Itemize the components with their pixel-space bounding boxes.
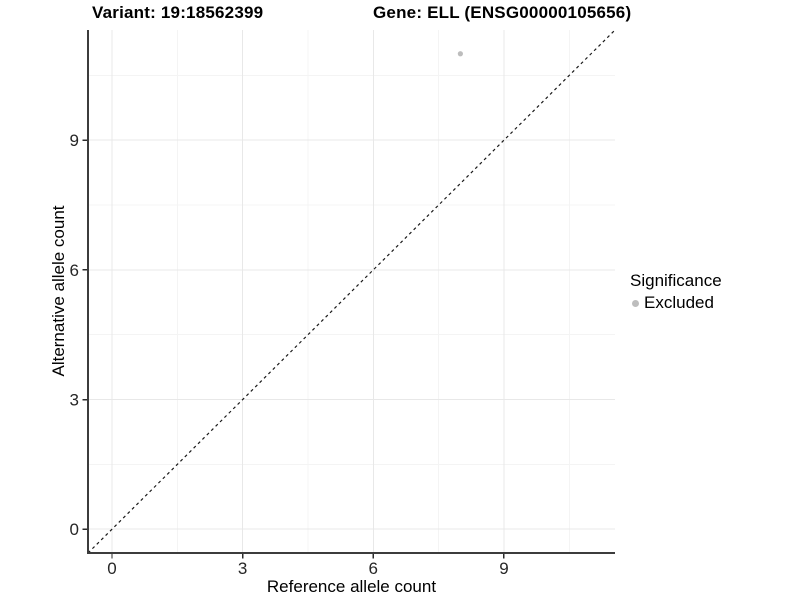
legend-item-label: Excluded <box>644 293 714 312</box>
x-axis-title: Reference allele count <box>266 577 437 596</box>
y-axis-title: Alternative allele count <box>49 205 68 377</box>
y-tick-label: 0 <box>70 520 79 539</box>
x-tick-label: 3 <box>238 559 247 578</box>
variant-title: Variant: 19:18562399 <box>92 3 264 22</box>
x-tick-label: 0 <box>107 559 116 578</box>
legend: Significance Excluded <box>630 271 722 313</box>
x-tick-label: 9 <box>499 559 508 578</box>
y-tick-label: 3 <box>70 391 79 410</box>
gene-title: Gene: ELL (ENSG00000105656) <box>373 3 632 22</box>
y-tick-label: 9 <box>70 131 79 150</box>
y-tick-label: 6 <box>70 261 79 280</box>
data-point <box>457 51 463 57</box>
identity-line <box>87 29 616 554</box>
legend-title: Significance <box>630 271 722 290</box>
x-tick-label: 6 <box>369 559 378 578</box>
excluded-point-icon <box>632 299 639 307</box>
legend-item-excluded: Excluded <box>632 293 722 313</box>
